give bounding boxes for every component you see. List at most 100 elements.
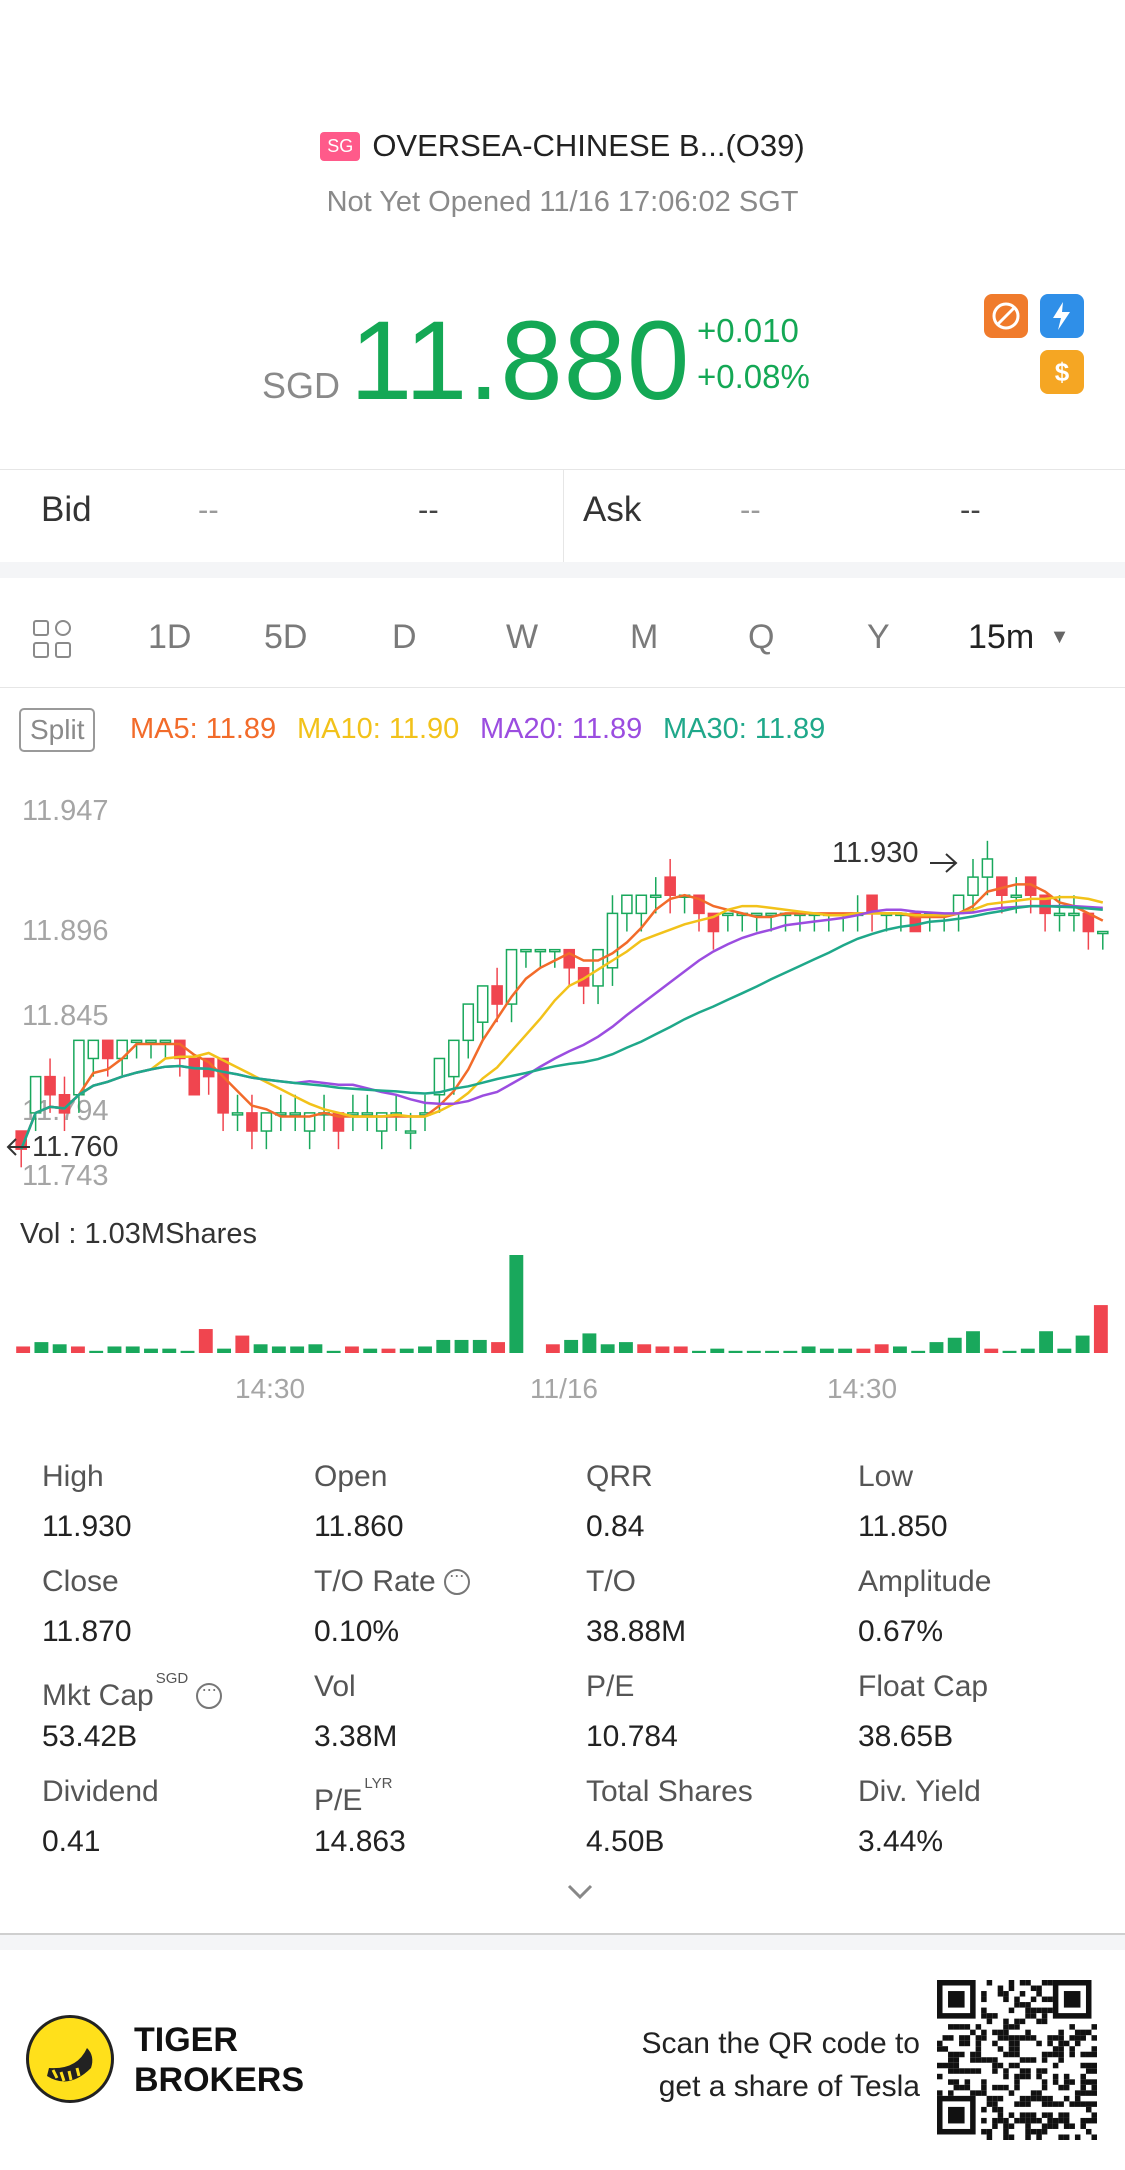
tab-day[interactable]: D xyxy=(392,618,417,656)
qr-module xyxy=(986,2018,993,2025)
qr-module xyxy=(1058,2134,1064,2140)
qr-code-icon[interactable] xyxy=(937,1980,1097,2140)
qr-module xyxy=(1003,2128,1009,2135)
stat-label: Low xyxy=(858,1460,914,1493)
candle xyxy=(217,1057,229,1114)
qr-module xyxy=(1080,2073,1086,2080)
volume-bar xyxy=(582,1333,597,1353)
market-badge: SG xyxy=(320,132,361,161)
more-info-icon[interactable] xyxy=(196,1679,223,1709)
stat-label: High xyxy=(42,1460,104,1493)
expand-chevron-icon[interactable] xyxy=(566,1876,594,1908)
tab-quarter[interactable]: Q xyxy=(748,618,775,656)
stat-label: T/O Rate xyxy=(314,1565,436,1598)
qr-module xyxy=(1036,2018,1042,2025)
volume-bar xyxy=(783,1350,798,1353)
qr-module xyxy=(959,2051,965,2058)
volume-bar xyxy=(911,1350,926,1353)
volume-bar xyxy=(637,1344,652,1353)
qr-module xyxy=(992,2106,998,2113)
qr-module xyxy=(1041,2128,1048,2135)
candle xyxy=(289,1112,302,1116)
y-tick: 11.896 xyxy=(22,915,109,947)
no-short-icon[interactable] xyxy=(984,294,1028,338)
stat-value: 53.42B xyxy=(42,1720,138,1753)
volume-bar xyxy=(89,1350,104,1353)
qr-module xyxy=(992,2057,998,2063)
candle xyxy=(967,876,979,896)
qr-module xyxy=(1069,2051,1075,2058)
tab-week[interactable]: W xyxy=(506,618,539,656)
qr-module xyxy=(981,2084,987,2091)
qr-module xyxy=(1069,2046,1075,2052)
candle xyxy=(347,1112,359,1116)
dollar-icon[interactable]: $ xyxy=(1040,350,1084,394)
candle xyxy=(246,1112,258,1132)
grid-icon[interactable] xyxy=(33,620,75,662)
volume-bar xyxy=(1057,1348,1072,1353)
qr-module xyxy=(992,2029,998,2036)
qr-module xyxy=(1025,2101,1031,2107)
qr-module xyxy=(1047,2123,1053,2129)
tab-15m[interactable]: 15m ▼ xyxy=(968,618,1069,657)
tab-1d[interactable]: 1D xyxy=(148,618,192,656)
candle xyxy=(145,1039,157,1044)
stat-label: Dividend xyxy=(42,1775,159,1808)
qr-module xyxy=(1008,2024,1015,2030)
qr-module xyxy=(1058,2057,1064,2063)
volume-bar xyxy=(655,1346,670,1353)
qr-module xyxy=(948,2090,954,2096)
stat-label: Float Cap xyxy=(858,1670,989,1703)
qr-module xyxy=(1074,2134,1081,2140)
low-marker: 11.760 xyxy=(32,1131,119,1163)
qr-module xyxy=(1036,2090,1042,2096)
volume-bar xyxy=(673,1346,688,1353)
candle xyxy=(909,912,922,933)
qr-module xyxy=(1058,2029,1064,2036)
stat-value: 4.50B xyxy=(586,1825,665,1858)
tab-month[interactable]: M xyxy=(630,618,659,656)
lightning-icon[interactable] xyxy=(1040,294,1084,338)
tab-5d[interactable]: 5D xyxy=(264,618,308,656)
qr-module xyxy=(981,2057,987,2063)
qr-module xyxy=(953,2068,960,2074)
qr-module xyxy=(1058,2117,1064,2124)
qr-module xyxy=(1085,2117,1092,2124)
volume-bar xyxy=(545,1344,560,1353)
qr-module xyxy=(1014,2051,1020,2058)
qr-module xyxy=(1008,2062,1015,2069)
qr-module xyxy=(1014,2117,1020,2124)
candle xyxy=(73,1039,85,1096)
svg-text:$: $ xyxy=(1055,357,1070,387)
qr-module xyxy=(1074,2095,1081,2102)
price-chart[interactable]: 11.947 11.896 11.845 11.794 11.743 11.93… xyxy=(0,780,1125,1400)
qr-module xyxy=(1008,2123,1015,2129)
qr-module xyxy=(1091,2068,1097,2074)
qr-module xyxy=(1063,2079,1070,2085)
qr-module xyxy=(959,2024,965,2030)
stat-value: 10.784 xyxy=(586,1720,678,1753)
qr-module xyxy=(1047,2051,1053,2058)
qr-module xyxy=(1014,2040,1020,2047)
qr-caption-line: Scan the QR code to xyxy=(641,2027,921,2060)
qr-module xyxy=(1074,2040,1081,2047)
qr-module xyxy=(975,2035,982,2041)
qr-module xyxy=(1080,2084,1086,2091)
stat-value: 0.10% xyxy=(314,1615,400,1648)
qr-module xyxy=(1008,1980,1015,1986)
ask-label: Ask xyxy=(583,490,642,529)
tab-year[interactable]: Y xyxy=(867,618,890,656)
qr-module xyxy=(948,2024,954,2030)
qr-module xyxy=(1052,2062,1059,2069)
candle xyxy=(375,1112,388,1132)
qr-module xyxy=(953,2062,960,2069)
qr-module xyxy=(1069,2101,1075,2107)
stat-label-to-rate: T/O Rate xyxy=(314,1565,470,1599)
more-info-icon[interactable] xyxy=(443,1565,470,1595)
footer-band xyxy=(0,1935,1125,1950)
qr-module xyxy=(975,2057,982,2063)
qr-module xyxy=(1052,2073,1059,2080)
qr-module xyxy=(1019,2057,1026,2063)
qr-module xyxy=(1041,2013,1048,2019)
split-button[interactable]: Split xyxy=(19,708,96,752)
